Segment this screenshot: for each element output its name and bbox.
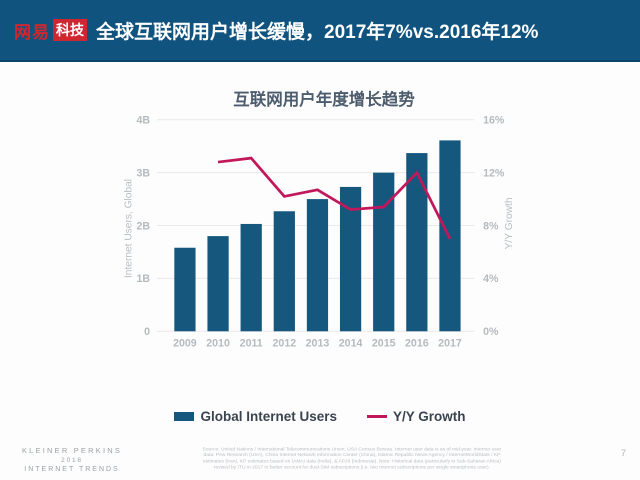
netease-tech-logo: 网易 科技 bbox=[14, 18, 87, 43]
bar-2013 bbox=[306, 199, 329, 332]
legend-item-global-internet-users: Global Internet Users bbox=[174, 409, 337, 424]
header-bar: 网易 科技 全球互联网用户增长缓慢，2017年7%vs.2016年12% bbox=[0, 0, 640, 62]
x-axis-label-2016: 2016 bbox=[405, 338, 429, 350]
line-series-swatch bbox=[367, 415, 388, 418]
kleiner-perkins-brand: KLEINER PERKINS 2018 INTERNET TRENDS bbox=[6, 446, 138, 473]
x-axis-label-2012: 2012 bbox=[273, 338, 297, 350]
left-axis-tick: 1B bbox=[137, 273, 151, 285]
bar-2012 bbox=[273, 211, 295, 332]
right-axis-tick: 12% bbox=[483, 167, 505, 179]
chart-legend: Global Internet Users Y/Y Growth bbox=[0, 409, 640, 424]
bar-2009 bbox=[174, 247, 196, 332]
brand-line: INTERNET TRENDS bbox=[24, 466, 120, 473]
x-axis-label-2013: 2013 bbox=[306, 338, 330, 350]
bar-2011 bbox=[240, 223, 262, 332]
bar-2010 bbox=[207, 236, 229, 332]
left-axis-tick: 2B bbox=[137, 220, 151, 232]
netease-logo-text: 网易 bbox=[14, 22, 50, 42]
brand-line: KLEINER PERKINS bbox=[21, 446, 123, 455]
source-line: revised by ITU in 2017 to better account… bbox=[213, 464, 491, 470]
x-axis-label-2011: 2011 bbox=[240, 338, 263, 350]
x-axis-label-2009: 2009 bbox=[173, 338, 197, 350]
yy-growth-line bbox=[217, 156, 452, 240]
combo-chart: 0 1B 2B 3B 4B 0% 4% 8% 12% 16% 2009 2010 2011 2012 201… bbox=[123, 115, 515, 350]
source-note: Source: United Nations / International T… bbox=[142, 447, 562, 471]
left-axis-title: Internet Users, Global bbox=[123, 179, 134, 278]
brand-line: 2018 bbox=[61, 457, 83, 464]
right-axis-tick: 0% bbox=[483, 326, 499, 338]
x-axis-label-2015: 2015 bbox=[372, 338, 396, 350]
right-axis-tick: 16% bbox=[483, 115, 505, 127]
headline-title: 全球互联网用户增长缓慢，2017年7%vs.2016年12% bbox=[96, 21, 539, 43]
page-number: 7 bbox=[620, 448, 626, 458]
right-axis-tick: 4% bbox=[483, 273, 499, 285]
legend-label: Global Internet Users bbox=[200, 409, 338, 424]
right-axis-tick: 8% bbox=[483, 220, 499, 232]
chart-title: 互联网用户年度增长趋势 bbox=[233, 91, 415, 109]
bar-2014 bbox=[339, 186, 362, 332]
x-axis-label-2017: 2017 bbox=[438, 338, 462, 350]
bar-2015 bbox=[373, 172, 395, 332]
left-axis-tick: 3B bbox=[137, 167, 151, 179]
legend-label: Y/Y Growth bbox=[393, 409, 466, 424]
tech-logo-badge: 科技 bbox=[53, 19, 87, 41]
bar-series-swatch bbox=[174, 412, 195, 421]
x-axis-label-2010: 2010 bbox=[206, 338, 230, 350]
legend-item-yy-growth: Y/Y Growth bbox=[367, 409, 466, 424]
source-line: Source: United Nations / International T… bbox=[202, 447, 502, 452]
bar-2016 bbox=[406, 153, 428, 332]
left-axis-tick: 0 bbox=[144, 326, 150, 338]
source-line: estimates (Iran), KP estimates based on … bbox=[202, 458, 501, 464]
x-axis-label-2014: 2014 bbox=[339, 338, 363, 350]
left-axis-tick: 4B bbox=[137, 115, 151, 127]
source-line: data: Pew Research (USA), China Internet… bbox=[203, 452, 501, 458]
right-axis-title: Y/Y Growth bbox=[504, 197, 515, 249]
